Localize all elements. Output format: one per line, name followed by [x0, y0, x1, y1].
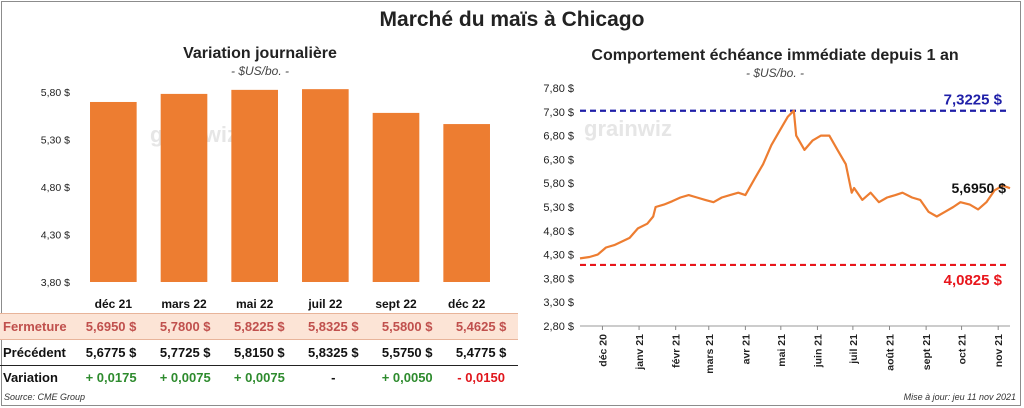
y-tick-label: 5,30 $ — [543, 202, 574, 214]
y-tick-label: 2,80 $ — [543, 321, 574, 333]
table-cell: 5,4775 $ — [444, 339, 518, 366]
y-tick-label: 4,30 $ — [41, 230, 70, 242]
update-note: Mise à jour: jeu 11 nov 2021 — [903, 392, 1016, 402]
y-tick-label: 5,30 $ — [41, 135, 70, 147]
x-tick-label: oct 21 — [957, 334, 969, 365]
table-cell-change: + 0,0050 — [381, 369, 433, 385]
price-series-line — [579, 109, 1011, 260]
table-cell: 5,8150 $ — [222, 339, 297, 366]
table-cell: 5,6950 $ — [74, 313, 149, 340]
right-chart-subtitle: - $US/bo. - — [745, 66, 805, 80]
y-tick-label: 6,80 $ — [543, 131, 574, 143]
y-tick-label: 4,80 $ — [41, 182, 70, 194]
table-cell: 5,4625 $ — [444, 313, 518, 340]
x-tick-label: janv 21 — [634, 334, 646, 371]
y-tick-label: 6,30 $ — [543, 154, 574, 166]
table-cell: 5,6775 $ — [74, 339, 149, 366]
table-cell: 5,7725 $ — [148, 339, 223, 366]
table-cell-change: + 0,0175 — [85, 369, 137, 385]
table-cell: 5,8325 $ — [296, 313, 371, 340]
x-tick-label: mai 21 — [776, 334, 788, 367]
table-row-variation: Variation + 0,0175 + 0,0075 + 0,0075 - +… — [0, 366, 518, 389]
y-tick-label: 3,80 $ — [543, 273, 574, 285]
table-row-close: Fermeture 5,6950 $ 5,7800 $ 5,8225 $ 5,8… — [0, 313, 518, 340]
x-tick-label: mai 22 — [236, 297, 274, 311]
x-tick-label: juil 21 — [848, 334, 860, 365]
bar — [90, 101, 137, 282]
table-cell: 5,8225 $ — [222, 313, 297, 340]
daily-variation-bar-chart: grainwiz3,80 $4,30 $4,80 $5,30 $5,80 $dé… — [41, 87, 490, 311]
bar — [302, 89, 349, 283]
x-tick-label: mars 22 — [161, 297, 207, 311]
table-cell: 5,5750 $ — [370, 339, 445, 366]
front-month-line-chart: grainwiz 2,80 $ 3,30 $ 3,80 $ 4,30 $ 4,80 $ 5,… — [543, 83, 1011, 374]
page-title: Marché du maïs à Chicago — [379, 8, 645, 31]
row-label: Fermeture — [0, 313, 74, 340]
y-tick-label: 3,80 $ — [41, 277, 70, 289]
table-cell-change: + 0,0075 — [159, 369, 211, 385]
y-tick-label: 7,30 $ — [543, 107, 574, 119]
last-value-label: 5,6950 $ — [952, 180, 1007, 196]
table-cell: 5,5800 $ — [370, 313, 445, 340]
bar — [231, 89, 278, 282]
low-value-label: 4,0825 $ — [944, 272, 1003, 289]
row-label: Variation — [3, 369, 58, 385]
y-tick-label: 4,30 $ — [543, 250, 574, 262]
high-value-label: 7,3225 $ — [944, 92, 1003, 109]
x-tick-label: mars 21 — [704, 334, 716, 374]
x-tick-label: nov 21 — [993, 334, 1005, 367]
y-tick-label: 3,30 $ — [543, 297, 574, 309]
table-cell-change: - — [331, 369, 336, 385]
x-tick-label: déc 22 — [448, 297, 486, 311]
x-tick-label: juil 22 — [307, 297, 342, 311]
left-chart-title: Variation journalière — [183, 45, 337, 62]
x-tick-label: avr 21 — [740, 334, 752, 365]
table-cell: 5,7800 $ — [148, 313, 223, 340]
futures-table: Fermeture 5,6950 $ 5,7800 $ 5,8225 $ 5,8… — [0, 313, 518, 388]
y-tick-label: 5,80 $ — [41, 87, 70, 99]
x-tick-label: sept 22 — [375, 297, 417, 311]
bar — [443, 124, 490, 282]
y-tick-label: 5,80 $ — [543, 178, 574, 190]
left-chart-subtitle: - $US/bo. - — [230, 64, 290, 78]
x-tick-label: déc 20 — [597, 334, 609, 367]
watermark-logo: grainwiz — [584, 116, 672, 141]
bar — [160, 93, 208, 283]
bar — [372, 112, 420, 283]
y-tick-label: 4,80 $ — [543, 226, 574, 238]
right-chart-title: Comportement échéance immédiate depuis 1… — [591, 47, 959, 64]
table-cell: 5,8325 $ — [296, 339, 371, 366]
y-tick-label: 7,80 $ — [543, 83, 574, 95]
table-row-previous: Précédent 5,6775 $ 5,7725 $ 5,8150 $ 5,8… — [0, 339, 518, 366]
table-cell-change: + 0,0075 — [233, 369, 285, 385]
x-tick-label: févr 21 — [671, 334, 683, 368]
table-cell-change: - 0,0150 — [457, 369, 505, 385]
x-tick-label: déc 21 — [95, 297, 133, 311]
x-tick-label: août 21 — [885, 334, 897, 371]
row-label: Précédent — [0, 339, 74, 366]
x-tick-label: sept 21 — [921, 334, 933, 370]
source-note: Source: CME Group — [4, 392, 86, 402]
x-tick-label: juin 21 — [812, 334, 824, 368]
